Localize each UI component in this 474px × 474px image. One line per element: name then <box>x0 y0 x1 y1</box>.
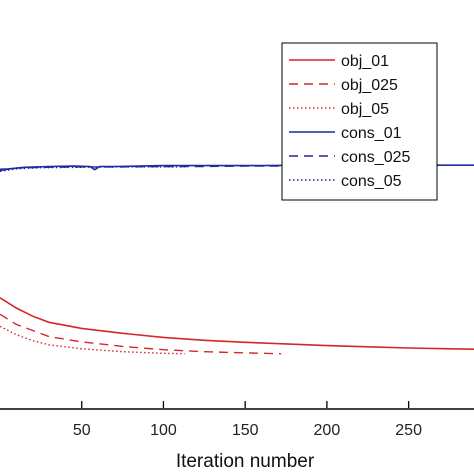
x-tick-label: 250 <box>395 422 422 439</box>
legend: obj_01 obj_025 obj_05 cons_01 cons_025 cons_0… <box>281 42 438 201</box>
series-line-obj-025 <box>0 313 282 355</box>
legend-label-obj-025: obj_025 <box>341 77 398 94</box>
series-line-obj-05 <box>0 325 185 355</box>
series-line-obj-01 <box>0 297 474 350</box>
legend-label-cons-05: cons_05 <box>341 173 402 190</box>
x-axis: 50 100 150 200 250 <box>73 401 422 439</box>
x-tick-label: 200 <box>314 422 341 439</box>
legend-label-obj-01: obj_01 <box>341 53 389 70</box>
series-line-cons-05 <box>0 166 185 173</box>
x-tick-label: 50 <box>73 422 91 439</box>
legend-label-obj-05: obj_05 <box>341 101 389 118</box>
legend-label-cons-025: cons_025 <box>341 149 410 166</box>
series-line-cons-025 <box>0 165 282 172</box>
legend-label-cons-01: cons_01 <box>341 125 402 142</box>
plot-frame <box>0 408 474 410</box>
x-axis-title: Iteration number <box>176 451 315 472</box>
x-tick-label: 150 <box>232 422 259 439</box>
x-tick-label: 100 <box>150 422 177 439</box>
legend-box <box>281 42 438 201</box>
